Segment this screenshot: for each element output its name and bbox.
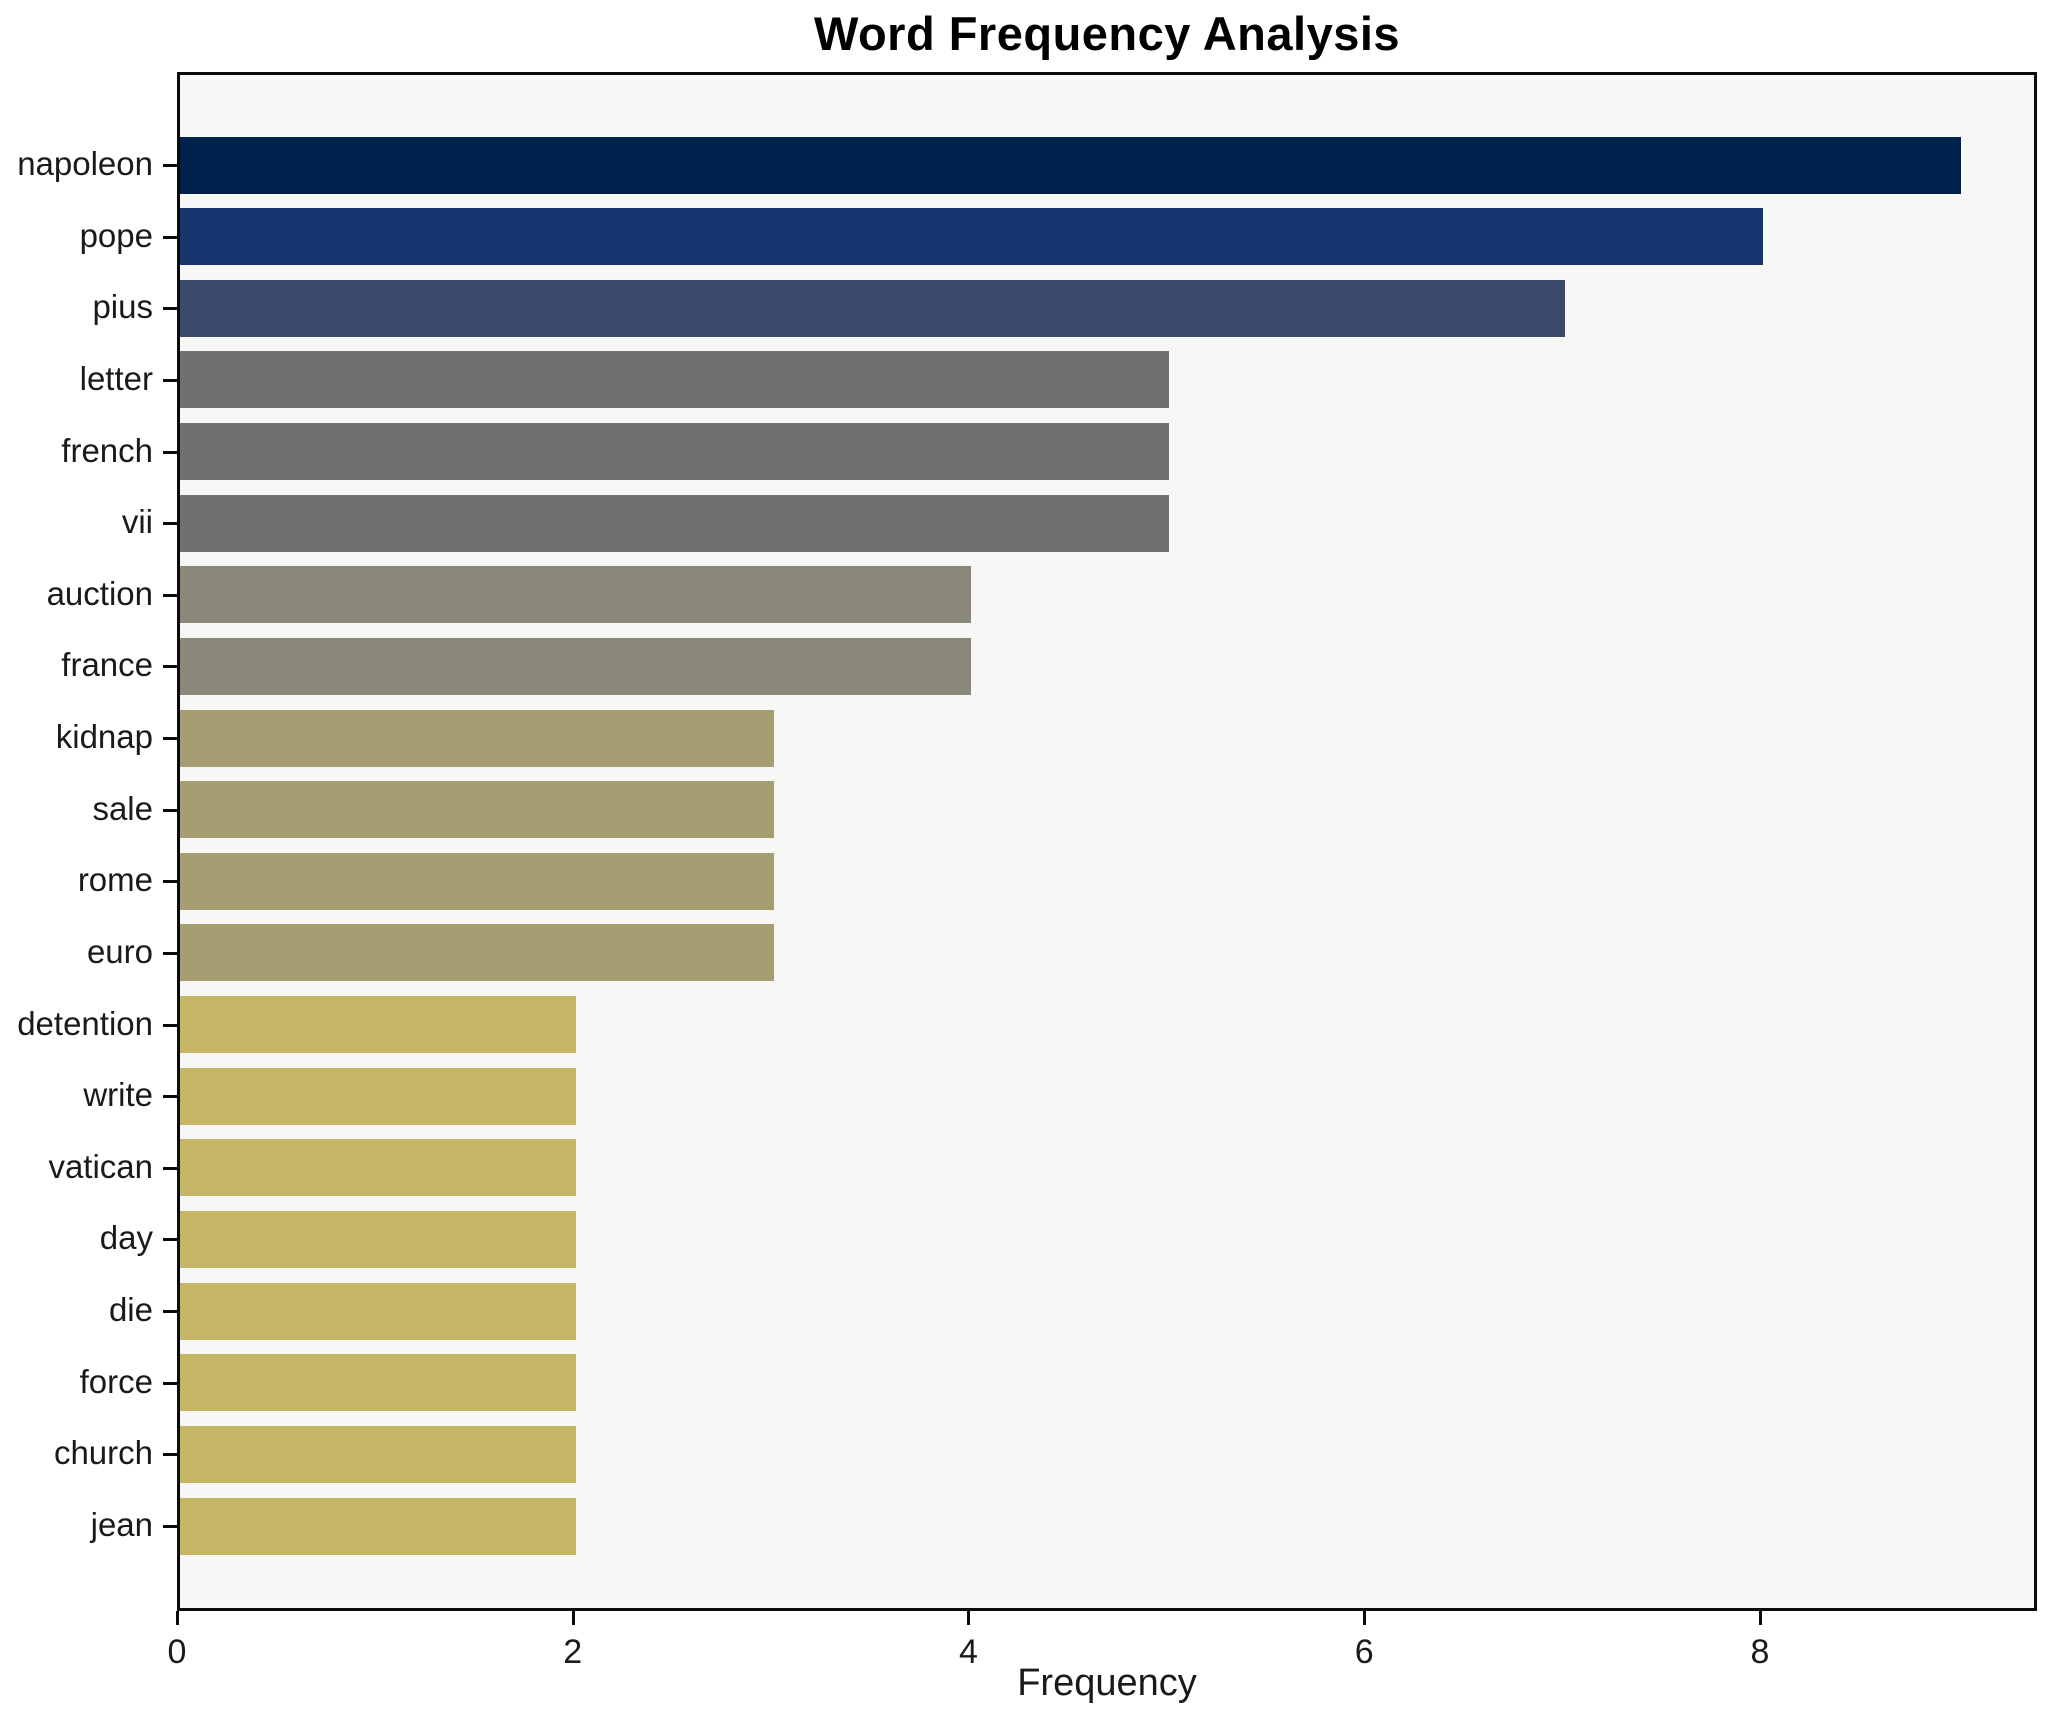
y-tick-mark <box>163 164 177 167</box>
y-tick-mark <box>163 593 177 597</box>
bar-die <box>180 1282 576 1340</box>
bar-france <box>180 637 972 695</box>
bar-pope <box>180 208 1763 266</box>
bar-detention <box>180 996 576 1054</box>
x-axis-label: Frequency <box>1017 1662 1197 1704</box>
bar-letter <box>180 351 1170 409</box>
bar-auction <box>180 566 972 624</box>
bar-pius <box>180 279 1566 337</box>
x-tick-mark <box>1363 1611 1367 1625</box>
y-tick-mark <box>163 1525 177 1528</box>
bar-kidnap <box>180 709 774 767</box>
y-tick-mark <box>163 737 177 741</box>
y-tick-label: auction <box>46 574 153 612</box>
y-tick-mark <box>163 1310 177 1314</box>
y-tick-mark <box>163 235 177 239</box>
bar-vatican <box>180 1139 576 1197</box>
y-tick-label: die <box>108 1291 153 1329</box>
y-tick-label: letter <box>79 359 153 397</box>
x-tick-mark <box>571 1611 575 1625</box>
y-tick-label: church <box>53 1434 153 1472</box>
bar-church <box>180 1425 576 1483</box>
bar-jean <box>180 1497 576 1555</box>
y-tick-label: kidnap <box>55 718 153 756</box>
y-tick-mark <box>163 1453 177 1457</box>
y-tick-label: euro <box>86 932 153 970</box>
y-tick-label: french <box>61 431 153 469</box>
y-tick-label: force <box>79 1362 153 1400</box>
bar-napoleon <box>180 136 1961 194</box>
y-tick-label: sale <box>92 789 153 827</box>
chart-title: Word Frequency Analysis <box>813 7 1401 60</box>
y-tick-label: jean <box>90 1506 153 1543</box>
y-tick-mark <box>163 880 177 884</box>
bar-day <box>180 1210 576 1268</box>
y-tick-label: napoleon <box>17 145 153 182</box>
bar-write <box>180 1067 576 1125</box>
bar-sale <box>180 781 774 839</box>
y-tick-mark <box>163 951 177 955</box>
bar-french <box>180 423 1170 481</box>
bar-euro <box>180 924 774 982</box>
y-tick-mark <box>163 808 177 812</box>
y-tick-mark <box>163 1095 177 1099</box>
x-tick-mark <box>967 1611 971 1625</box>
y-tick-mark <box>163 665 177 669</box>
y-tick-mark <box>163 1023 177 1027</box>
x-tick-mark <box>176 1611 179 1625</box>
y-tick-mark <box>163 1238 177 1242</box>
bar-force <box>180 1354 576 1412</box>
x-tick-label: 0 <box>167 1633 187 1671</box>
y-tick-mark <box>163 378 177 382</box>
y-tick-mark <box>163 1166 177 1170</box>
y-tick-mark <box>163 307 177 311</box>
plot-area <box>177 72 2037 1611</box>
y-tick-label: rome <box>77 861 153 899</box>
bar-vii <box>180 494 1170 552</box>
y-tick-label: day <box>99 1219 153 1257</box>
x-tick-label: 2 <box>563 1633 583 1671</box>
x-tick-label: 4 <box>959 1633 978 1671</box>
y-tick-label: pius <box>92 288 153 326</box>
y-tick-mark <box>163 450 177 454</box>
y-tick-label: france <box>61 646 153 684</box>
y-tick-mark <box>163 1381 177 1385</box>
y-tick-label: vii <box>121 503 153 541</box>
y-tick-label: detention <box>17 1004 153 1042</box>
x-tick-label: 8 <box>1750 1633 1770 1671</box>
x-tick-mark <box>1758 1611 1762 1625</box>
y-tick-label: vatican <box>48 1147 153 1185</box>
bar-rome <box>180 852 774 910</box>
y-tick-label: write <box>83 1076 153 1114</box>
x-tick-label: 6 <box>1354 1633 1374 1671</box>
y-tick-label: pope <box>79 216 153 254</box>
y-tick-mark <box>163 522 177 526</box>
